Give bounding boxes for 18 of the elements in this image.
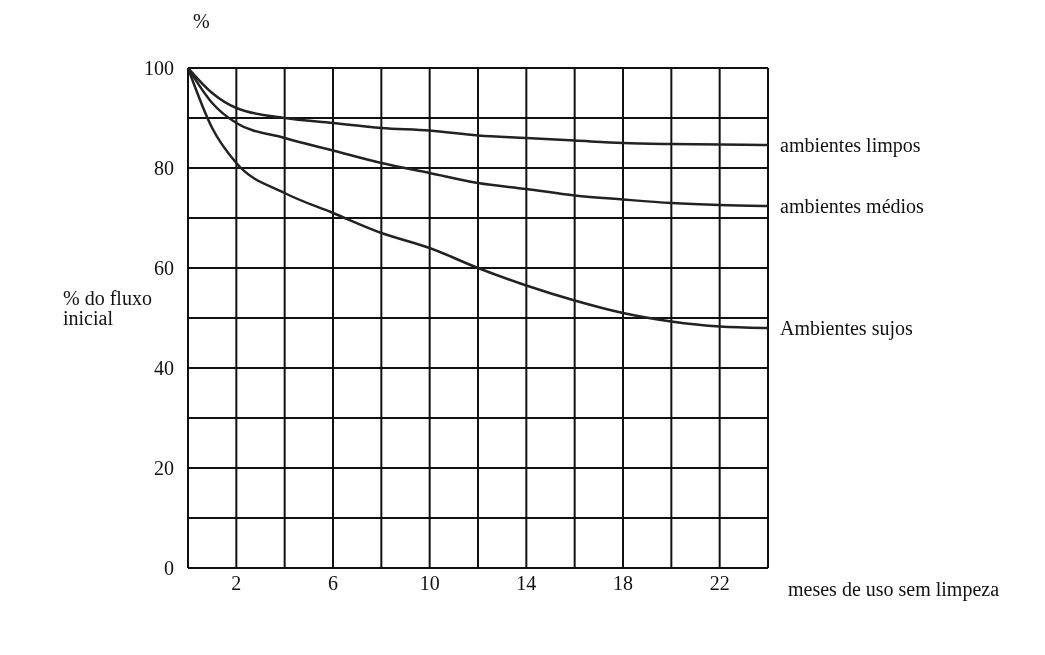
y-tick-label: 60 [154,257,174,279]
x-tick-label: 2 [231,572,242,595]
x-tick-label: 22 [709,572,730,595]
series-label: Ambientes sujos [780,317,913,340]
x-axis-title: meses de uso sem limpeza [788,578,1000,601]
x-tick-label: 10 [419,572,440,595]
series-label: ambientes médios [780,195,925,217]
y-tick-label: 80 [154,157,174,179]
y-tick-label: 20 [154,457,174,479]
y-tick-label: 100 [144,57,174,79]
y-tick-label: 40 [154,357,174,379]
y-tick-label: 0 [164,557,174,579]
x-tick-label: 14 [516,572,537,595]
text: % [193,10,210,33]
x-tick-label: 18 [613,572,633,595]
y-axis-title: % do fluxo inicial [63,287,152,330]
x-tick-label: 6 [328,572,338,595]
series-label: ambientes limpos [780,134,921,157]
